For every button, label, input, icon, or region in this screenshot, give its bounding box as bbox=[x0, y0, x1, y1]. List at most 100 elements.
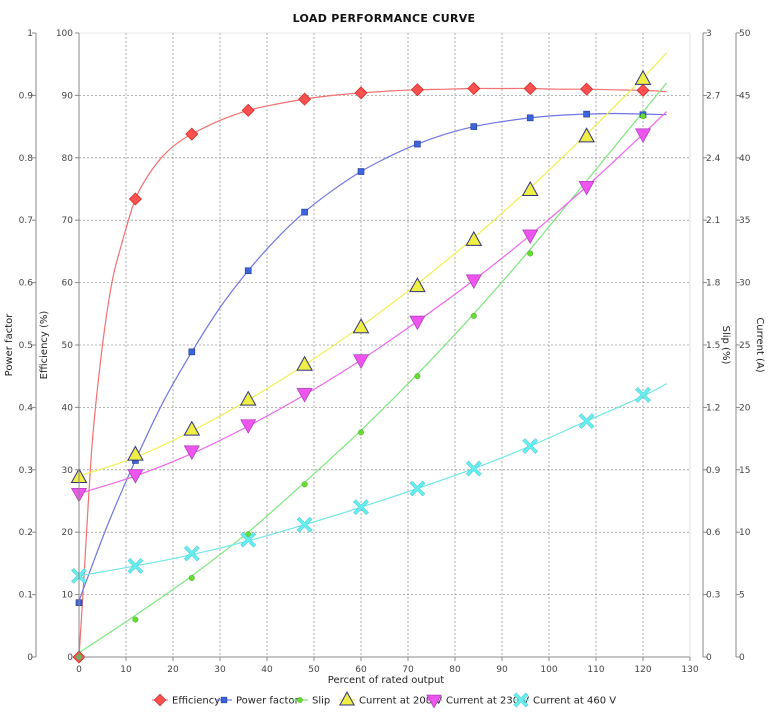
power-factor-axis-label: Power factor bbox=[4, 313, 15, 377]
current-at-208-v-point bbox=[127, 445, 144, 461]
slip-point bbox=[132, 616, 139, 623]
legend: Efficiency Power factor Slip Current at 208… bbox=[152, 691, 616, 709]
eff-tick-label: 40 bbox=[62, 403, 74, 413]
efficiency-point bbox=[128, 192, 142, 206]
current-at-230-v-point bbox=[578, 180, 595, 196]
x-tick-label: 0 bbox=[76, 665, 82, 675]
current-at-460-v-legend-label: Current at 460 V bbox=[533, 696, 616, 707]
efficiency-axis-label: Efficiency (%) bbox=[39, 311, 50, 380]
current-at-460-v-point bbox=[240, 531, 257, 548]
current-at-230-v-point bbox=[352, 354, 370, 369]
cur-tick-label: 40 bbox=[739, 154, 751, 164]
efficiency-point bbox=[580, 82, 594, 96]
slip-point bbox=[527, 250, 534, 257]
power-factor-point bbox=[301, 208, 308, 216]
current-at-460-v-legend-marker bbox=[513, 692, 529, 708]
pf-tick-label: 0.4 bbox=[19, 403, 34, 413]
pf-tick-label: 1 bbox=[27, 29, 33, 39]
power-factor-point bbox=[470, 123, 478, 130]
current-at-230-v-legend-label: Current at 230 V bbox=[446, 696, 529, 707]
pf-tick-label: 0.6 bbox=[19, 279, 34, 289]
slip-tick-label: 1.8 bbox=[706, 279, 721, 289]
power-factor-point bbox=[188, 348, 196, 356]
current-at-460-v-point bbox=[296, 516, 313, 533]
pf-tick-label: 0.9 bbox=[19, 91, 34, 101]
efficiency-point bbox=[298, 92, 312, 106]
slip-tick-label: 3 bbox=[706, 29, 712, 39]
x-tick-label: 20 bbox=[167, 665, 179, 675]
slip-tick-label: 2.4 bbox=[706, 154, 721, 164]
pf-tick-label: 0 bbox=[27, 653, 33, 663]
x-tick-label: 90 bbox=[496, 665, 508, 675]
x-tick-label: 100 bbox=[540, 665, 557, 675]
current-at-460-v-point bbox=[353, 499, 369, 516]
power-factor-legend-label: Power factor bbox=[236, 696, 300, 707]
current-at-460-v-point bbox=[578, 413, 595, 430]
current-at-230-v-point bbox=[240, 419, 257, 434]
x-tick-label: 50 bbox=[308, 665, 320, 675]
slip-tick-label: 1.2 bbox=[706, 403, 720, 413]
current-at-208-v-legend-label: Current at 208 V bbox=[359, 696, 442, 707]
eff-tick-label: 30 bbox=[62, 466, 74, 476]
slip-tick-label: 0 bbox=[706, 653, 712, 663]
eff-tick-label: 20 bbox=[62, 528, 74, 538]
efficiency-point bbox=[523, 82, 537, 96]
efficiency-point bbox=[410, 83, 424, 97]
slip-point bbox=[414, 373, 421, 380]
current-at-460-v-point bbox=[183, 545, 200, 562]
power-factor-point bbox=[244, 267, 252, 275]
x-tick-label: 60 bbox=[355, 665, 367, 675]
slip-point bbox=[245, 531, 252, 538]
slip-tick-label: 2.7 bbox=[706, 91, 720, 101]
current-at-230-v-point bbox=[296, 388, 313, 403]
cur-tick-label: 50 bbox=[739, 29, 751, 39]
current-at-208-v-point bbox=[183, 420, 201, 436]
current-at-460-v-point bbox=[409, 480, 426, 497]
cur-tick-label: 15 bbox=[739, 466, 750, 476]
power-factor-point bbox=[583, 110, 590, 118]
efficiency-point bbox=[185, 127, 199, 141]
current-at-208-v-legend-marker bbox=[339, 691, 355, 706]
slip-legend-label: Slip bbox=[312, 696, 330, 707]
current-at-230-v-point bbox=[409, 315, 426, 331]
current-at-208-v-point bbox=[409, 277, 426, 293]
current-axis-label: Current (A) bbox=[754, 317, 765, 372]
eff-tick-label: 50 bbox=[62, 341, 74, 351]
slip-point bbox=[358, 429, 364, 436]
pf-tick-label: 0.8 bbox=[19, 154, 34, 164]
power-factor-point bbox=[526, 114, 534, 122]
current-at-460-v-point bbox=[635, 386, 651, 403]
x-axis-label: Percent of rated output bbox=[328, 675, 445, 686]
x-tick-label: 70 bbox=[402, 665, 414, 675]
efficiency-point bbox=[241, 103, 255, 117]
slip-tick-label: 0.3 bbox=[706, 591, 720, 601]
axes: 0 10 20 30 40 50 60 70 80 90 100 110 120 13000.10.20.… bbox=[19, 29, 751, 675]
pf-tick-label: 0.5 bbox=[19, 341, 33, 351]
slip-tick-label: 1.5 bbox=[706, 341, 720, 351]
eff-tick-label: 10 bbox=[62, 591, 74, 601]
x-tick-label: 110 bbox=[587, 665, 604, 675]
eff-tick-label: 0 bbox=[67, 653, 73, 663]
current-at-230-v-point bbox=[183, 445, 200, 460]
slip-tick-label: 0.6 bbox=[706, 528, 721, 538]
x-tick-label: 10 bbox=[120, 665, 132, 675]
x-tick-label: 130 bbox=[681, 665, 698, 675]
current-at-460-v-point bbox=[127, 557, 144, 574]
power-factor-curve bbox=[78, 112, 667, 602]
current-at-208-v-point bbox=[465, 230, 483, 246]
slip-point bbox=[188, 574, 195, 581]
power-factor-point bbox=[357, 168, 365, 175]
eff-tick-label: 90 bbox=[62, 91, 74, 101]
current-at-208-v-point bbox=[296, 355, 313, 371]
current-at-460-v-point bbox=[465, 460, 482, 477]
efficiency-point bbox=[354, 86, 368, 100]
cur-tick-label: 25 bbox=[739, 341, 750, 351]
current-at-208-v-point bbox=[239, 390, 257, 406]
eff-tick-label: 80 bbox=[62, 154, 74, 164]
cur-tick-label: 10 bbox=[739, 528, 751, 538]
slip-tick-label: 2.1 bbox=[706, 216, 720, 226]
slip-point bbox=[470, 312, 477, 319]
current-at-208-v-point bbox=[634, 69, 652, 85]
pf-tick-label: 0.2 bbox=[19, 528, 33, 538]
